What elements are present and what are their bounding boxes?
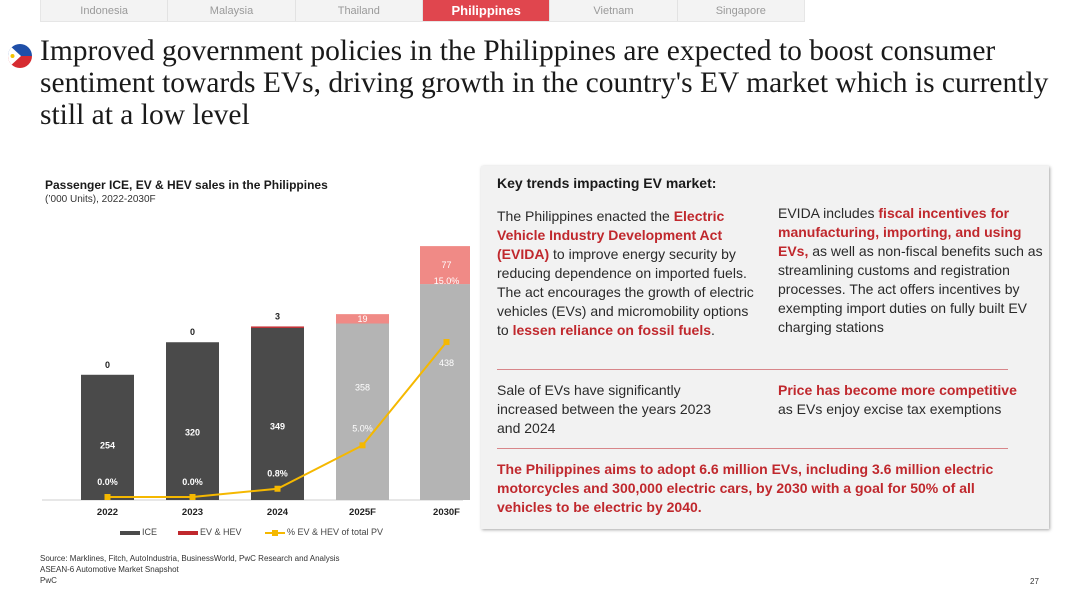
ice-bar [251,327,304,500]
source-line: Source: Marklines, Fitch, AutoIndustria,… [40,554,340,563]
text-run: as well as non-fiscal benefits such as s… [778,243,1043,335]
evida-trend-text: The Philippines enacted the Electric Veh… [497,207,759,340]
pct-label: 0.0% [97,477,118,487]
tab-indonesia[interactable]: Indonesia [41,0,169,21]
chart-subtitle: (’000 Units), 2022-2030F [45,194,156,205]
legend-ev-label: EV & HEV [200,527,242,537]
divider [497,448,1008,449]
legend-ice-label: ICE [142,527,157,537]
philippines-flag-icon [8,44,32,68]
page-title: Improved government policies in the Phil… [40,35,1049,131]
text-run: to improve energy security by reducing d… [497,246,754,338]
ice-bar [336,323,389,500]
text-run: . [711,322,715,338]
highlight-run: lessen reliance on fossil fuels [512,322,711,338]
tab-vietnam[interactable]: Vietnam [550,0,678,21]
sales-trend-text: Sale of EVs have significantly increased… [497,382,712,436]
ice-bar [420,284,470,500]
ev-hev-bar [420,246,470,285]
ev-value-label: 77 [441,260,451,270]
price-trend-text: Price has become more competitive as EVs… [778,381,1033,419]
incentives-trend-text: EVIDA includes fiscal incentives for man… [778,204,1044,337]
ev-value-label: 0 [190,327,195,337]
pct-label: 0.8% [267,469,288,479]
pct-label: 0.0% [182,477,203,487]
x-tick-label: 2024 [267,507,289,518]
ice-bar [81,374,134,500]
ev-value-label: 19 [357,314,367,324]
page-number: 27 [1030,577,1039,586]
ice-value-label: 438 [439,358,454,368]
x-tick-label: 2030F [433,507,460,518]
x-tick-label: 2023 [182,507,203,518]
ice-value-label: 349 [270,421,285,431]
x-tick-label: 2025F [349,507,376,518]
x-tick-label: 2022 [97,507,118,518]
ice-value-label: 358 [355,383,370,393]
ev-value-label: 0 [105,360,110,370]
ice-value-label: 254 [100,441,115,451]
legend-line-marker [272,530,278,536]
pct-marker [189,494,196,500]
ev-value-label: 3 [275,311,280,321]
legend-ice-swatch [120,531,140,535]
legend-line-label: % EV & HEV of total PV [287,527,383,537]
pct-marker [359,442,366,449]
highlight-run: fiscal incentives for manufacturing, imp… [778,205,1022,259]
brand-name: PwC [40,576,57,585]
ice-bar [166,342,219,500]
text-run: as EVs enjoy excise tax exemptions [778,401,1002,417]
divider [497,369,1008,370]
key-trends-panel: Key trends impacting EV market: The Phil… [481,166,1049,529]
pct-marker [104,494,111,500]
highlight-run: Price has become more competitive [778,382,1017,398]
pct-label: 5.0% [352,423,373,433]
country-tabs: Indonesia Malaysia Thailand Philippines … [40,0,805,22]
chart-title: Passenger ICE, EV & HEV sales in the Phi… [45,178,328,192]
pct-marker [274,485,281,492]
tab-thailand[interactable]: Thailand [296,0,423,21]
ev-hev-bar [336,314,389,324]
panel-title: Key trends impacting EV market: [497,175,717,191]
pct-marker [443,339,450,346]
report-name: ASEAN-6 Automotive Market Snapshot [40,565,179,574]
text-run: The Philippines enacted the [497,208,674,224]
ice-value-label: 320 [185,427,200,437]
sales-chart: 0 254 2022 0 320 2023 3 349 2024 19 358 2025F 77 438 2… [42,246,470,537]
tab-philippines[interactable]: Philippines [422,0,551,21]
ev-hev-bar [251,326,304,328]
tab-singapore[interactable]: Singapore [715,4,766,17]
highlight-run: Electric Vehicle Industry Development Ac… [497,208,725,262]
tab-malaysia[interactable]: Malaysia [168,0,296,21]
legend-ev-swatch [178,531,198,535]
text-run: EVIDA includes [778,205,879,221]
source-note: Source: Marklines, Fitch, AutoIndustria,… [40,553,340,586]
pct-label: 15.0% [434,276,460,286]
adoption-goal-text: The Philippines aims to adopt 6.6 millio… [497,461,994,515]
